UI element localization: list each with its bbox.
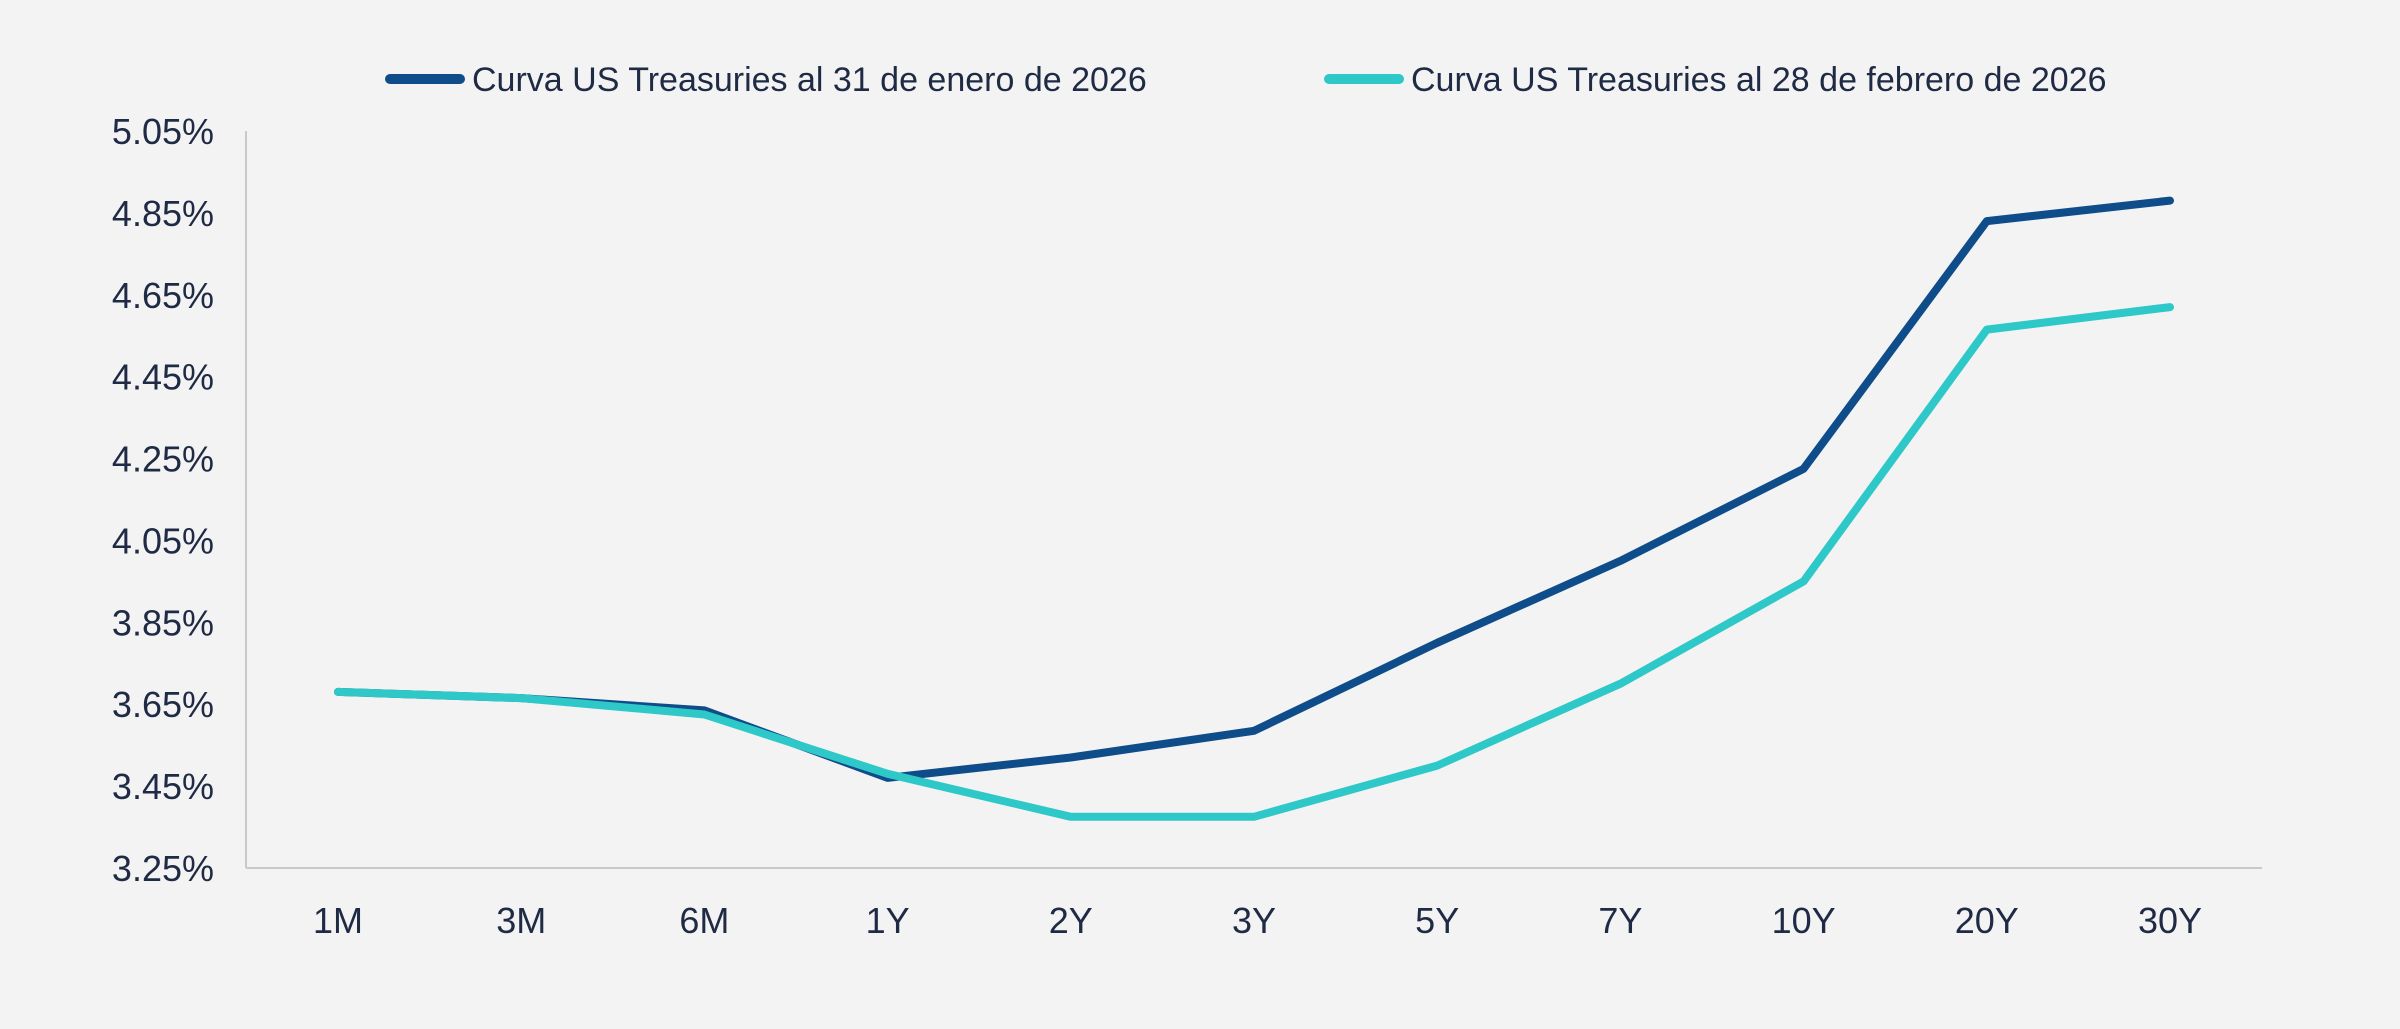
legend: Curva US Treasuries al 31 de enero de 20… (385, 61, 2107, 99)
x-axis-ticks: 1M 3M 6M 1Y 2Y 3Y 5Y 7Y 10Y 20Y 30Y (313, 900, 2202, 941)
y-tick-label: 3.65% (112, 684, 214, 725)
y-tick-label: 3.45% (112, 766, 214, 807)
x-tick-label: 20Y (1955, 900, 2019, 941)
x-tick-label: 7Y (1598, 900, 1642, 941)
x-tick-label: 5Y (1415, 900, 1459, 941)
x-tick-label: 1Y (866, 900, 910, 941)
x-tick-label: 3Y (1232, 900, 1276, 941)
series-line-2 (334, 303, 2174, 821)
y-tick-label: 4.45% (112, 357, 214, 398)
legend-label: Curva US Treasuries al 28 de febrero de … (1411, 61, 2107, 99)
x-tick-label: 30Y (2138, 900, 2202, 941)
x-tick-label: 6M (679, 900, 729, 941)
y-tick-label: 4.65% (112, 275, 214, 316)
legend-label: Curva US Treasuries al 31 de enero de 20… (472, 61, 1147, 99)
y-tick-label: 3.25% (112, 848, 214, 889)
series-line-1 (334, 196, 2174, 782)
y-tick-label: 5.05% (112, 111, 214, 152)
y-tick-label: 4.05% (112, 520, 214, 561)
series-group (334, 196, 2174, 821)
x-tick-label: 1M (313, 900, 363, 941)
axes (245, 131, 2262, 869)
x-tick-label: 2Y (1049, 900, 1093, 941)
x-tick-label: 3M (496, 900, 546, 941)
x-tick-label: 10Y (1772, 900, 1836, 941)
y-tick-label: 4.25% (112, 439, 214, 480)
y-tick-label: 4.85% (112, 193, 214, 234)
y-tick-label: 3.85% (112, 602, 214, 643)
y-axis-ticks: 3.25% 3.45% 3.65% 3.85% 4.05% 4.25% 4.45% 4.65%… (112, 111, 214, 889)
